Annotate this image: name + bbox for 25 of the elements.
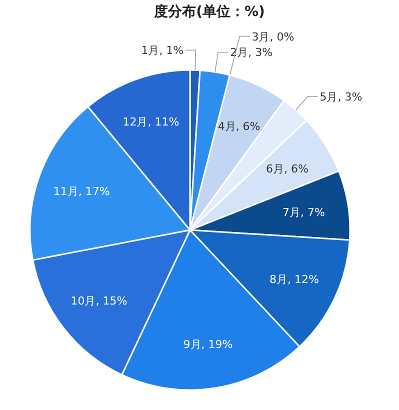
slice-label: 5月 xyxy=(320,90,338,104)
slice-label: 8月 xyxy=(270,273,288,286)
data-label: , 6% xyxy=(284,162,308,176)
data-label: , 1% xyxy=(159,44,184,58)
slice-label: 1月 xyxy=(141,44,160,58)
text: , 0% xyxy=(270,30,294,44)
slice-label: 6月 xyxy=(266,162,284,176)
data-label: , 19% xyxy=(201,338,233,351)
data-label: , 3% xyxy=(248,46,273,60)
data-label: , 15% xyxy=(96,294,128,308)
slice-label: 7月 xyxy=(282,206,301,219)
slice-label: 2月 xyxy=(230,46,248,60)
slice-label: 10月 xyxy=(70,294,96,308)
slice-label: 4月 xyxy=(218,120,236,133)
slice-label: 12月 xyxy=(122,116,148,129)
category-label: 3月 xyxy=(252,30,270,44)
data-label: , 17% xyxy=(78,184,110,198)
chart-title: 度分布(单位：%) xyxy=(153,3,265,20)
slice-label: 9月 xyxy=(183,338,202,351)
slice-label: 11月 xyxy=(53,184,78,198)
data-label: , 12% xyxy=(288,273,319,286)
data-label: , 3% xyxy=(338,90,362,104)
data-label: , 11% xyxy=(148,116,180,129)
data-label: , 6% xyxy=(236,120,260,133)
data-label: , 7% xyxy=(300,206,326,219)
